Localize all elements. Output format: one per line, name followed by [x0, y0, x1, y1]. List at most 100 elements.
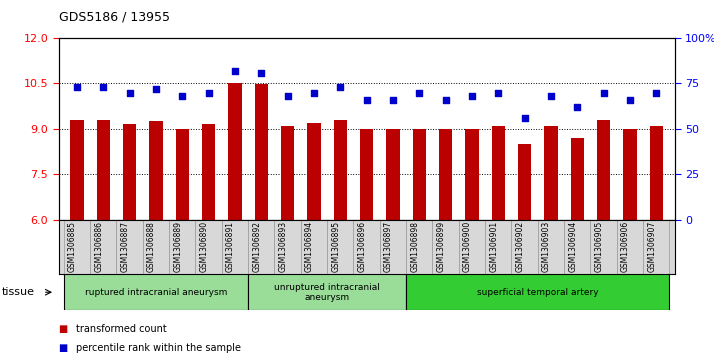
Text: GSM1306902: GSM1306902 [516, 221, 525, 272]
Bar [492, 126, 505, 220]
Bar [301, 220, 327, 274]
Point [282, 93, 293, 99]
Point [387, 97, 398, 103]
Text: GSM1306896: GSM1306896 [358, 221, 367, 272]
Text: GSM1306889: GSM1306889 [174, 221, 182, 272]
Text: GSM1306888: GSM1306888 [147, 221, 156, 272]
Point [150, 86, 161, 92]
Bar [617, 220, 643, 274]
Bar [123, 124, 136, 220]
Bar [248, 220, 274, 274]
Text: GSM1306891: GSM1306891 [226, 221, 235, 272]
Bar [590, 220, 617, 274]
Bar [406, 220, 433, 274]
Bar [196, 220, 222, 274]
Text: GSM1306894: GSM1306894 [305, 221, 314, 272]
Bar [143, 220, 169, 274]
Bar [274, 220, 301, 274]
Point [624, 97, 635, 103]
Text: superficial temporal artery: superficial temporal artery [477, 288, 598, 297]
Text: GSM1306907: GSM1306907 [648, 221, 656, 273]
Bar [623, 129, 637, 220]
Text: GSM1306897: GSM1306897 [384, 221, 393, 272]
Point [413, 90, 425, 95]
Point [203, 90, 214, 95]
Text: unruptured intracranial
aneurysm: unruptured intracranial aneurysm [274, 282, 380, 302]
Text: GSM1306893: GSM1306893 [278, 221, 288, 272]
Text: ruptured intracranial aneurysm: ruptured intracranial aneurysm [85, 288, 227, 297]
Point [124, 90, 136, 95]
Bar [96, 120, 110, 220]
Bar [169, 220, 196, 274]
Bar [597, 120, 610, 220]
Bar [71, 120, 84, 220]
Point [466, 93, 478, 99]
Bar [459, 220, 485, 274]
Bar [485, 220, 511, 274]
Text: GSM1306905: GSM1306905 [595, 221, 603, 273]
Bar [149, 121, 163, 220]
Text: GSM1306898: GSM1306898 [411, 221, 419, 272]
Point [98, 84, 109, 90]
Bar [353, 220, 380, 274]
Text: GSM1306901: GSM1306901 [489, 221, 498, 272]
Text: GSM1306885: GSM1306885 [68, 221, 77, 272]
Text: tissue: tissue [2, 287, 35, 297]
Text: GSM1306886: GSM1306886 [94, 221, 104, 272]
Bar [413, 129, 426, 220]
Point [176, 93, 188, 99]
Bar [308, 123, 321, 220]
Text: percentile rank within the sample: percentile rank within the sample [76, 343, 241, 354]
Bar [333, 120, 347, 220]
Point [361, 97, 373, 103]
Bar [538, 220, 564, 274]
Bar [228, 83, 241, 220]
Bar [518, 144, 531, 220]
Bar [327, 220, 353, 274]
Bar [380, 220, 406, 274]
Point [598, 90, 609, 95]
Bar [360, 129, 373, 220]
Bar [406, 274, 670, 310]
Bar [64, 274, 248, 310]
Point [519, 115, 531, 121]
Point [572, 104, 583, 110]
Bar [650, 126, 663, 220]
Bar [544, 126, 558, 220]
Bar [511, 220, 538, 274]
Bar [564, 220, 590, 274]
Point [545, 93, 557, 99]
Point [256, 70, 267, 76]
Point [229, 68, 241, 74]
Bar [643, 220, 670, 274]
Text: GDS5186 / 13955: GDS5186 / 13955 [59, 11, 169, 24]
Text: GSM1306903: GSM1306903 [542, 221, 551, 273]
Bar [222, 220, 248, 274]
Point [650, 90, 662, 95]
Bar [64, 220, 90, 274]
Text: GSM1306890: GSM1306890 [200, 221, 208, 272]
Bar [466, 129, 478, 220]
Text: GSM1306904: GSM1306904 [568, 221, 578, 273]
Point [71, 84, 83, 90]
Text: GSM1306906: GSM1306906 [621, 221, 630, 273]
Bar [433, 220, 459, 274]
Bar [116, 220, 143, 274]
Bar [439, 129, 452, 220]
Text: GSM1306900: GSM1306900 [463, 221, 472, 273]
Bar [90, 220, 116, 274]
Text: GSM1306895: GSM1306895 [331, 221, 341, 272]
Bar [248, 274, 406, 310]
Text: GSM1306899: GSM1306899 [437, 221, 446, 272]
Text: GSM1306887: GSM1306887 [121, 221, 130, 272]
Point [440, 97, 451, 103]
Text: ■: ■ [59, 323, 68, 334]
Text: transformed count: transformed count [76, 323, 167, 334]
Bar [202, 124, 215, 220]
Point [335, 84, 346, 90]
Bar [386, 129, 400, 220]
Bar [255, 84, 268, 220]
Point [493, 90, 504, 95]
Bar [570, 138, 584, 220]
Point [308, 90, 320, 95]
